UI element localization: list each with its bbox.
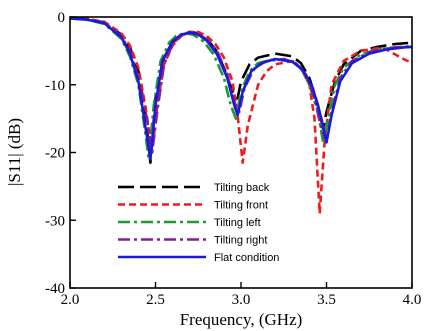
y-tick-label: -20 — [45, 146, 65, 162]
y-tick-label: -10 — [45, 78, 65, 94]
legend-label-1: Tilting back — [214, 182, 270, 194]
legend-label-2: Tilting front — [214, 200, 268, 212]
legend-label-3: Tilting left — [214, 217, 261, 229]
x-tick-label: 4.0 — [403, 292, 422, 308]
x-tick-label: 3.5 — [317, 292, 336, 308]
y-axis-title: |S11| (dB) — [5, 118, 24, 186]
x-axis-title: Frequency, (GHz) — [180, 310, 303, 329]
legend-label-4: Tilting right — [214, 235, 267, 247]
x-tick-label: 2.0 — [61, 292, 80, 308]
ticks-layer: 2.0 2.5 3.0 3.5 4.0 0 -10 -20 -30 -40 — [45, 10, 421, 308]
series-line-5 — [69, 17, 413, 161]
x-tick-label: 2.5 — [146, 292, 165, 308]
legend-label-5: Flat condition — [214, 252, 279, 264]
x-tick-label: 3.0 — [232, 292, 251, 308]
y-tick-label: 0 — [58, 10, 66, 26]
series-line-2 — [69, 17, 413, 215]
legend: Tilting back Tilting front Tilting left Til… — [118, 182, 279, 264]
y-tick-label: -40 — [45, 281, 65, 297]
curves-layer — [69, 17, 413, 215]
y-tick-label: -30 — [45, 213, 65, 229]
